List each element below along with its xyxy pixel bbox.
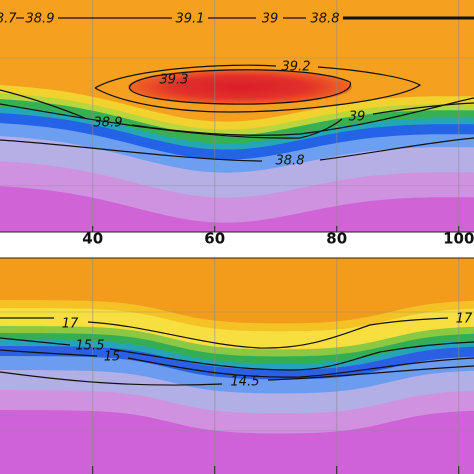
contour-line bbox=[0, 349, 474, 378]
contour-label: 38.9 bbox=[94, 116, 123, 131]
contour-line bbox=[0, 89, 474, 136]
contour-label: 38.7 bbox=[0, 12, 17, 27]
contour-label: 39.1 bbox=[176, 12, 205, 27]
contour-label: 39 bbox=[262, 12, 279, 27]
maximum-region bbox=[128, 69, 352, 105]
x-tick-label: 60 bbox=[204, 230, 225, 248]
contour-line bbox=[0, 102, 474, 139]
contour-label: 17 bbox=[62, 317, 79, 332]
contour-line bbox=[0, 337, 474, 371]
x-tick-label: 40 bbox=[82, 230, 103, 248]
x-tick-label: 80 bbox=[326, 230, 347, 248]
contour-line bbox=[0, 317, 449, 349]
x-axis: 40 60 80 100 bbox=[82, 226, 474, 474]
contour-label: 38.8 bbox=[311, 12, 340, 27]
contour-label: 17 bbox=[456, 312, 473, 327]
contour-label: 38.8 bbox=[276, 154, 305, 169]
contour-line bbox=[129, 69, 351, 105]
color-band bbox=[0, 410, 474, 474]
top-panel: 38.7 38.9 39.1 39 38.8 39.3 39.2 38.9 39 38.8 bbox=[0, 0, 474, 232]
contour-label: 39.3 bbox=[160, 73, 189, 88]
x-tick-label: 100 bbox=[443, 230, 474, 248]
contour-label: 15.5 bbox=[76, 339, 105, 354]
contour-line bbox=[0, 365, 474, 386]
contour-line bbox=[94, 64, 422, 113]
contour-line bbox=[0, 137, 474, 162]
contour-label: 15 bbox=[104, 350, 121, 365]
bottom-panel: 17 17 15.515 14.5 bbox=[0, 258, 474, 474]
contour-label: 14.5 bbox=[231, 375, 260, 390]
contour-label: 38.9 bbox=[26, 12, 55, 27]
color-band bbox=[0, 186, 474, 232]
contour-label: 39.2 bbox=[282, 60, 311, 75]
contour-label: 39 bbox=[349, 110, 366, 125]
